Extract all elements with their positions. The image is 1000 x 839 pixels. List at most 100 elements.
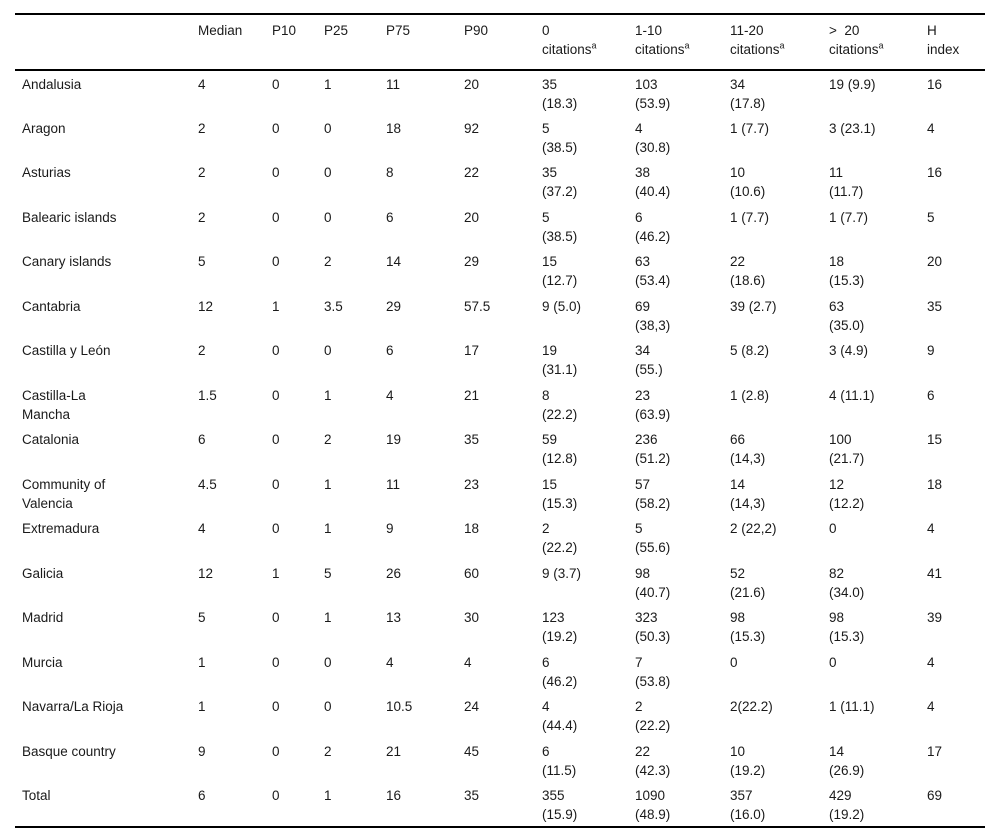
value-cell: 3.5 — [324, 298, 343, 314]
value-cell: 1.5 — [198, 387, 217, 403]
value-cell: 16 — [927, 165, 943, 180]
table-row: Extremadura 4 0 1 9 18 2 (22.2) 5 (55.6) 2 (22,2… — [15, 515, 985, 560]
value-cell: 15 — [927, 432, 943, 447]
value-cell: 0 — [324, 120, 332, 136]
value-cell: 92 — [464, 120, 480, 136]
region-name-cell: Navarra/La Rioja — [22, 699, 124, 714]
value-cell: 35 — [464, 788, 480, 803]
region-name-cell: Balearic islands — [22, 209, 117, 225]
value-cell: 20 — [464, 209, 480, 225]
value-cell: 1 — [198, 699, 206, 714]
value-cell: 4 — [386, 654, 394, 670]
value-cell: 12 (12.2) — [829, 476, 865, 511]
value-cell: 2 — [198, 120, 206, 136]
value-cell: 0 — [272, 209, 280, 225]
value-cell: 29 — [464, 254, 480, 269]
value-cell: 38 (40.4) — [635, 165, 671, 199]
value-cell: 98 (15.3) — [730, 610, 766, 644]
table-row: Aragon 2 0 0 18 92 5 (38.5) 4 (30.8) 1 (7.7) 3 (2… — [15, 115, 985, 160]
table-row: Balearic islands 2 0 0 6 20 5 (38.5) 6 (46.2) 1 … — [15, 204, 985, 249]
value-cell: 9 — [927, 343, 935, 358]
value-cell: 2 (22,2) — [730, 521, 777, 536]
value-cell: 1090 (48.9) — [635, 788, 671, 822]
value-cell: 0 — [272, 521, 280, 536]
value-cell: 4 — [386, 387, 394, 403]
table-header: Median P10 P25 P75 P90 0 citationsa 1-10 citat… — [15, 14, 985, 70]
value-cell: 9 — [386, 521, 394, 536]
value-cell: 0 — [272, 610, 280, 625]
value-cell: 357 (16.0) — [730, 788, 766, 822]
region-name-cell: Community of Valencia — [22, 476, 106, 511]
value-cell: 2 — [324, 743, 332, 759]
table-row: Asturias 2 0 0 8 22 35 (37.2) 38 (40.4) 10 (10.6… — [15, 159, 985, 204]
value-cell: 429 (19.2) — [829, 788, 865, 822]
table-row: Basque country 9 0 2 21 45 6 (11.5) 22 (42.3) 10… — [15, 738, 985, 783]
table-row: Andalusia 4 0 1 11 20 35 (18.3) 103 (53.9) 34 (1… — [15, 70, 985, 115]
value-cell: 35 — [464, 432, 480, 447]
value-cell: 0 — [272, 165, 280, 180]
value-cell: 5 (38.5) — [542, 120, 578, 155]
column-header: P10 — [272, 23, 297, 38]
value-cell: 59 (12.8) — [542, 432, 578, 466]
region-name-cell: Extremadura — [22, 521, 100, 536]
region-name-cell: Galicia — [22, 565, 64, 581]
value-cell: 0 — [272, 77, 280, 92]
value-cell: 2 (22.2) — [635, 699, 671, 733]
table-row: Galicia 12 1 5 26 60 9 (3.7) 98 (40.7) 52 (21.6)… — [15, 560, 985, 605]
value-cell: 4 — [927, 120, 935, 136]
region-name-cell: Castilla y León — [22, 343, 111, 358]
value-cell: 2 — [324, 254, 332, 269]
header-row: Median P10 P25 P75 P90 0 citationsa 1-10 citat… — [15, 14, 985, 70]
value-cell: 9 (5.0) — [542, 298, 582, 314]
value-cell: 26 — [386, 565, 402, 581]
value-cell: 29 — [386, 298, 402, 314]
value-cell: 3 (4.9) — [829, 343, 869, 358]
table-row: Castilla y León 2 0 0 6 17 19 (31.1) 34 (55.) 5 … — [15, 337, 985, 382]
value-cell: 60 — [464, 565, 480, 581]
value-cell: 1 (7.7) — [730, 120, 770, 136]
value-cell: 30 — [464, 610, 480, 625]
value-cell: 0 — [829, 654, 837, 670]
value-cell: 4 (11.1) — [829, 387, 875, 403]
value-cell: 5 (55.6) — [635, 521, 671, 555]
region-name-cell: Asturias — [22, 165, 71, 180]
value-cell: 6 — [198, 788, 206, 803]
value-cell: 35 (18.3) — [542, 77, 578, 111]
value-cell: 8 (22.2) — [542, 387, 578, 422]
region-name-cell: Murcia — [22, 654, 63, 670]
value-cell: 19 (31.1) — [542, 343, 578, 377]
footnote-marker: a — [591, 40, 597, 51]
column-header: P75 — [386, 23, 411, 38]
value-cell: 1 — [324, 476, 332, 492]
value-cell: 2 — [198, 343, 206, 358]
value-cell: 4 — [927, 654, 935, 670]
value-cell: 23 — [464, 476, 480, 492]
value-cell: 123 (19.2) — [542, 610, 578, 644]
column-header — [15, 14, 196, 70]
value-cell: 2 (22.2) — [542, 521, 578, 555]
column-header: P90 — [464, 23, 489, 38]
value-cell: 10 (19.2) — [730, 743, 766, 778]
value-cell: 6 (46.2) — [635, 209, 671, 244]
value-cell: 10.5 — [386, 699, 413, 714]
value-cell: 16 — [386, 788, 402, 803]
value-cell: 10 (10.6) — [730, 165, 766, 199]
value-cell: 0 — [324, 699, 332, 714]
region-name-cell: Basque country — [22, 743, 116, 759]
value-cell: 1 (7.7) — [730, 209, 770, 225]
value-cell: 6 — [386, 209, 394, 225]
value-cell: 6 (11.5) — [542, 743, 577, 778]
value-cell: 98 (40.7) — [635, 565, 671, 600]
region-name-cell: Aragon — [22, 120, 66, 136]
column-header: 1-10 citationsa — [635, 23, 690, 57]
region-name-cell: Total — [22, 788, 51, 803]
value-cell: 17 — [927, 743, 943, 759]
value-cell: 24 — [464, 699, 480, 714]
region-name-cell: Cantabria — [22, 298, 81, 314]
value-cell: 6 (46.2) — [542, 654, 578, 689]
value-cell: 22 (42.3) — [635, 743, 671, 778]
value-cell: 1 — [272, 298, 280, 314]
value-cell: 15 (15.3) — [542, 476, 578, 511]
citations-table: Median P10 P25 P75 P90 0 citationsa 1-10 citat… — [15, 13, 985, 828]
